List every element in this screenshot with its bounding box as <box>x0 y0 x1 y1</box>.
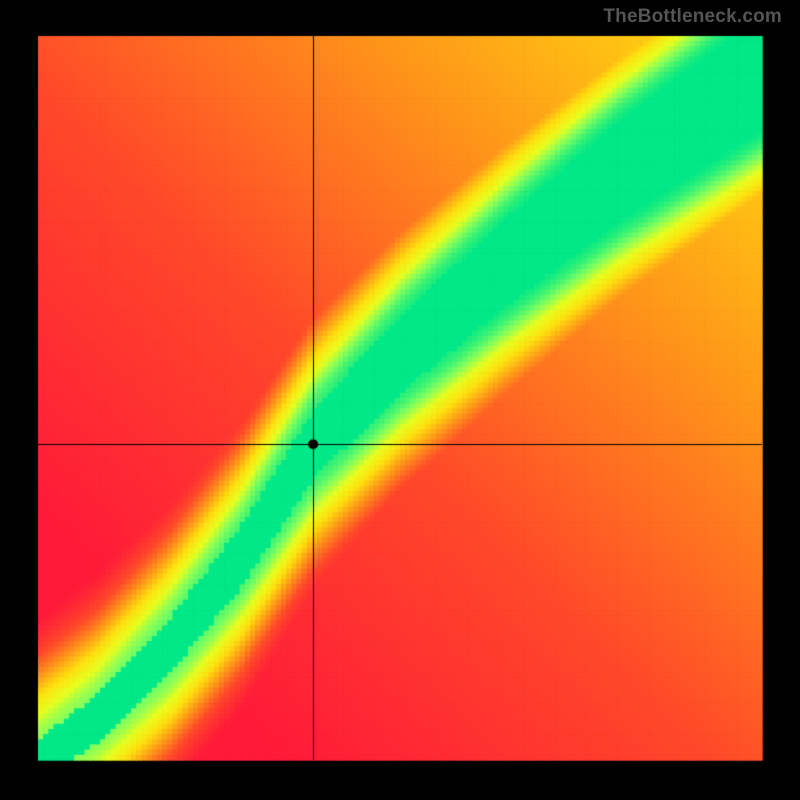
watermark-text: TheBottleneck.com <box>603 6 782 28</box>
chart-container: TheBottleneck.com <box>0 0 800 800</box>
heatmap-canvas <box>0 0 800 800</box>
